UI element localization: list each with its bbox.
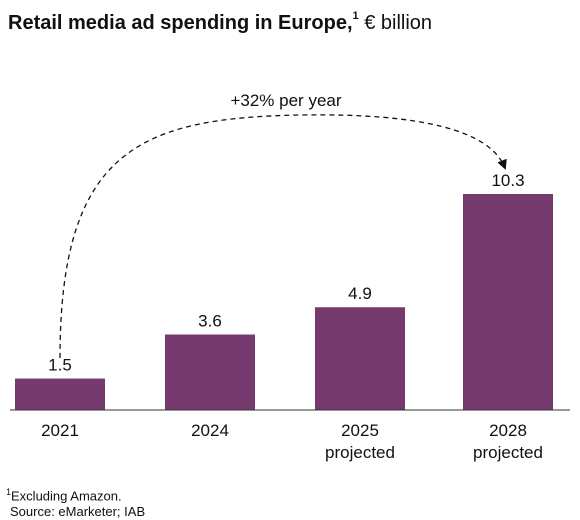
value-label-2028: 10.3 [491,171,524,190]
title-main: Retail media ad spending in Europe, [8,12,353,34]
title-unit: € billion [364,12,433,34]
chart-title: Retail media ad spending in Europe,1 € b… [8,10,433,35]
source-note: Source: eMarketer; IAB [10,504,146,520]
category-label-2021: 2021 [41,421,79,440]
category-sublabel-2028: projected [473,443,543,462]
bar-2028 [463,194,553,410]
growth-arrow [59,114,507,359]
category-label-2028: 2028 [489,421,527,440]
bar-chart: 1.5 2021 3.6 2024 4.9 2025 projected 10.3 2028 pr… [10,91,570,462]
footnote-note: Excluding Amazon. [11,488,122,504]
category-label-2024: 2024 [191,421,229,440]
footnote: 1Excluding Amazon. Source: eMarketer; IA… [6,484,145,520]
category-label-2025: 2025 [341,421,379,440]
footnote-mark: 1 [6,487,12,497]
value-label-2025: 4.9 [348,284,372,303]
bar-2024 [165,334,255,410]
bar-2021 [15,378,105,410]
value-label-2021: 1.5 [48,356,72,375]
growth-annotation: +32% per year [230,91,341,110]
title-footnote-mark: 1 [352,10,359,23]
value-label-2024: 3.6 [198,312,222,331]
category-sublabel-2025: projected [325,443,395,462]
bar-2025 [315,307,405,410]
